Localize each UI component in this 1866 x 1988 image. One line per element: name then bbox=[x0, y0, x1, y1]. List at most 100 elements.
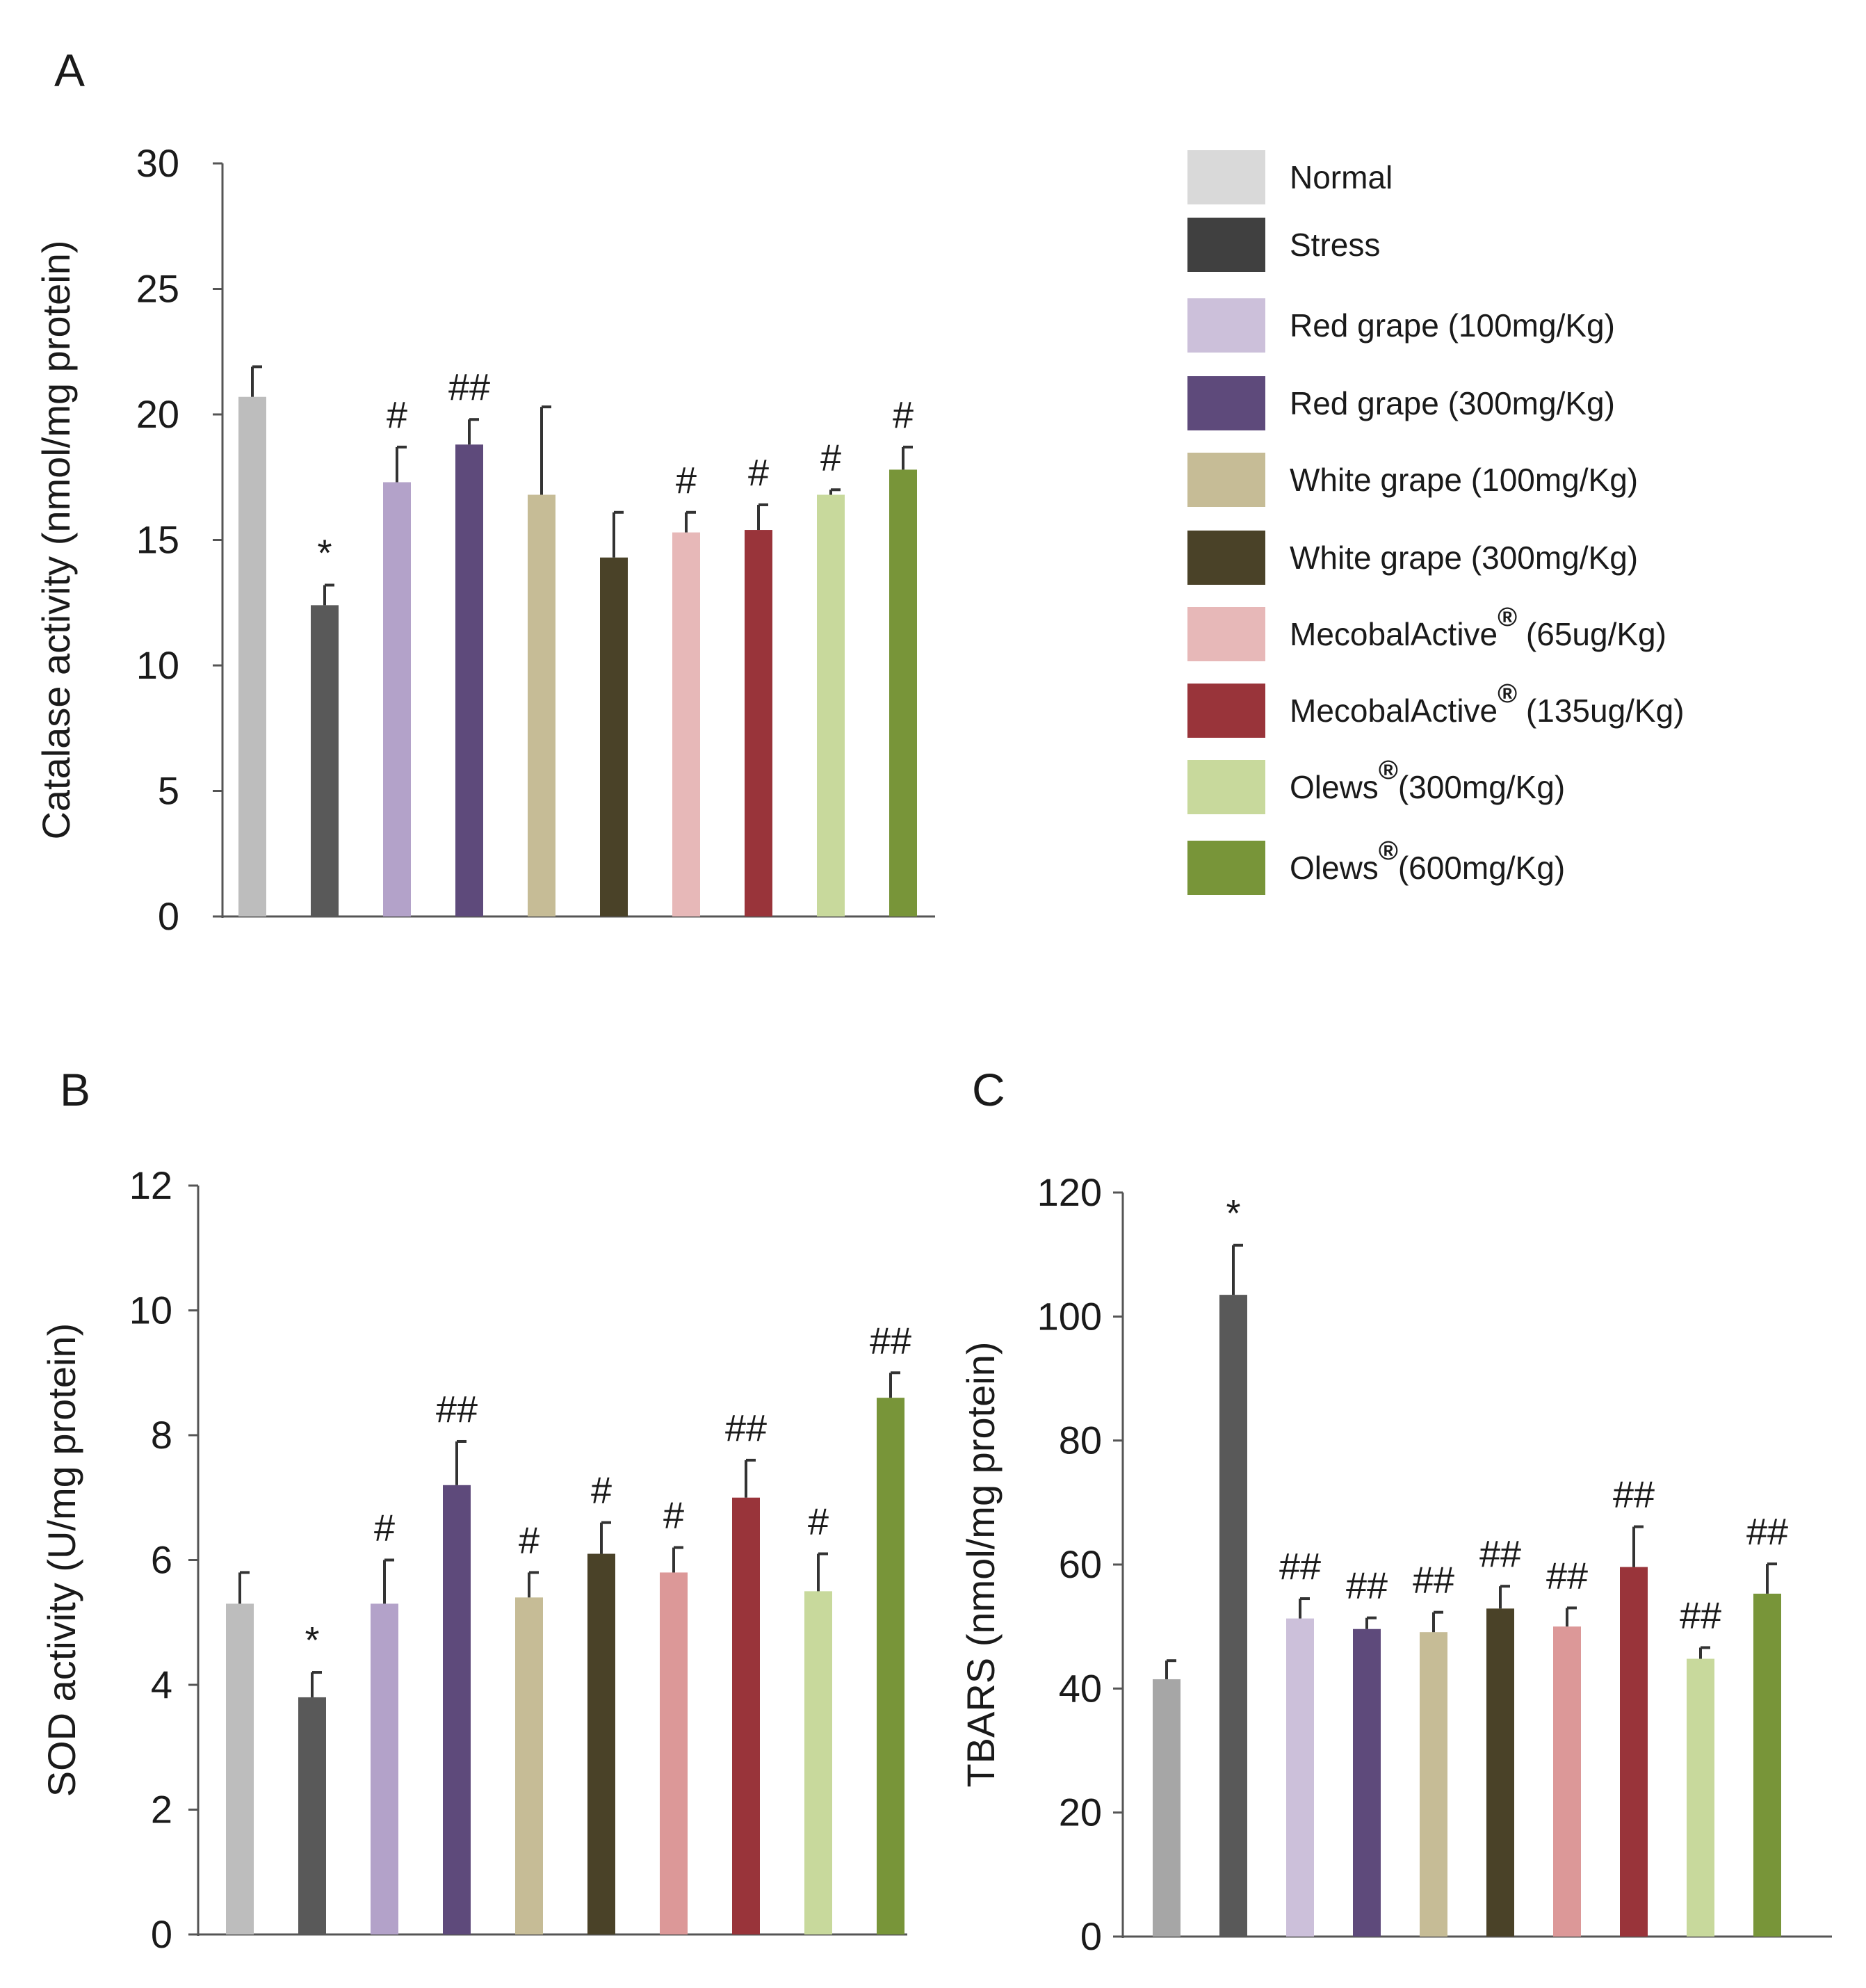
legend-swatch bbox=[1187, 218, 1265, 272]
legend-label: MecobalActive® (135ug/Kg) bbox=[1290, 679, 1685, 729]
bar bbox=[1286, 1618, 1314, 1937]
bar bbox=[443, 1485, 471, 1934]
y-tick-label: 60 bbox=[1059, 1542, 1102, 1586]
bar bbox=[515, 1597, 543, 1934]
panel-letter-a: A bbox=[54, 45, 85, 96]
bar bbox=[660, 1572, 688, 1934]
bar bbox=[1219, 1295, 1247, 1937]
legend-label: Red grape (300mg/Kg) bbox=[1290, 385, 1615, 421]
bar bbox=[732, 1497, 760, 1934]
significance-label: ## bbox=[1279, 1546, 1321, 1587]
y-tick-label: 20 bbox=[136, 392, 179, 436]
y-tick-label: 10 bbox=[129, 1288, 172, 1332]
significance-label: # bbox=[820, 437, 841, 478]
bar bbox=[1753, 1593, 1781, 1937]
y-tick-label: 10 bbox=[136, 643, 179, 687]
panel-letter-c: C bbox=[972, 1064, 1005, 1115]
bar bbox=[1687, 1658, 1714, 1937]
y-tick-label: 0 bbox=[151, 1912, 172, 1956]
bar bbox=[1353, 1629, 1381, 1937]
y-axis-title: Catalase activity (nmol/mg protein) bbox=[34, 240, 78, 839]
significance-label: ## bbox=[1746, 1511, 1788, 1553]
significance-label: ## bbox=[436, 1389, 478, 1430]
legend-swatch bbox=[1187, 453, 1265, 507]
legend-swatch bbox=[1187, 298, 1265, 353]
y-tick-label: 8 bbox=[151, 1413, 172, 1457]
y-tick-label: 20 bbox=[1059, 1791, 1102, 1834]
bar bbox=[672, 532, 700, 916]
bar bbox=[311, 605, 339, 916]
chart-a-catalase: 0 5 10 15 20 25 30 Catalase activity (nmol/mg p… bbox=[34, 141, 935, 938]
significance-label: ## bbox=[1613, 1474, 1655, 1516]
y-tick-label: 40 bbox=[1059, 1666, 1102, 1710]
legend-swatch bbox=[1187, 531, 1265, 585]
y-tick-label: 25 bbox=[136, 267, 179, 311]
legend-label: Red grape (100mg/Kg) bbox=[1290, 307, 1615, 344]
y-tick-label: 0 bbox=[1080, 1914, 1102, 1958]
y-tick-label: 0 bbox=[158, 894, 179, 938]
significance-label: # bbox=[676, 460, 697, 501]
significance-label: ## bbox=[1413, 1560, 1454, 1601]
legend-label: MecobalActive® (65ug/Kg) bbox=[1290, 603, 1666, 652]
significance-label: # bbox=[591, 1470, 612, 1512]
significance-label: # bbox=[663, 1495, 684, 1537]
significance-label: ## bbox=[1680, 1594, 1721, 1636]
y-axis-title: TBARS (nmol/mg protein) bbox=[959, 1341, 1003, 1787]
y-tick-label: 15 bbox=[136, 518, 179, 562]
bar bbox=[1553, 1626, 1581, 1937]
bar bbox=[226, 1603, 254, 1934]
significance-label: # bbox=[748, 452, 769, 494]
bar bbox=[371, 1603, 398, 1934]
y-tick-label: 5 bbox=[158, 769, 179, 813]
legend-swatch bbox=[1187, 607, 1265, 661]
bar bbox=[587, 1553, 615, 1934]
bar bbox=[1420, 1632, 1447, 1937]
significance-label: # bbox=[387, 394, 407, 436]
bar bbox=[1153, 1679, 1181, 1937]
legend-swatch bbox=[1187, 841, 1265, 895]
bar bbox=[1486, 1608, 1514, 1937]
bar bbox=[877, 1398, 904, 1934]
legend-label: White grape (300mg/Kg) bbox=[1290, 540, 1638, 576]
bar bbox=[1620, 1567, 1648, 1937]
y-tick-label: 12 bbox=[129, 1163, 172, 1207]
legend-swatch bbox=[1187, 760, 1265, 814]
bar bbox=[817, 494, 845, 916]
y-tick-label: 30 bbox=[136, 141, 179, 185]
bar bbox=[804, 1591, 832, 1934]
y-tick-label: 120 bbox=[1037, 1170, 1102, 1214]
legend: Normal Stress Red grape (100mg/Kg) Red grap… bbox=[1187, 150, 1685, 895]
legend-swatch bbox=[1187, 376, 1265, 430]
bar bbox=[383, 482, 411, 916]
bar bbox=[745, 530, 772, 916]
panel-letter-b: B bbox=[60, 1064, 90, 1115]
legend-swatch bbox=[1187, 684, 1265, 738]
significance-label: # bbox=[519, 1519, 539, 1561]
y-tick-label: 2 bbox=[151, 1788, 172, 1832]
bar bbox=[455, 444, 483, 916]
significance-label: ## bbox=[1479, 1533, 1521, 1575]
significance-label: * bbox=[1226, 1193, 1240, 1234]
significance-label: # bbox=[893, 394, 914, 436]
significance-label: ## bbox=[1546, 1555, 1588, 1597]
significance-label: * bbox=[305, 1619, 319, 1661]
chart-c-tbars: 0 20 40 60 80 100 120 TBARS (nmol/mg protein) * #… bbox=[959, 1170, 1832, 1958]
legend-label: White grape (100mg/Kg) bbox=[1290, 462, 1638, 498]
significance-label: ## bbox=[1346, 1565, 1388, 1607]
y-tick-label: 6 bbox=[151, 1538, 172, 1582]
legend-label: Stress bbox=[1290, 227, 1380, 263]
y-tick-label: 80 bbox=[1059, 1419, 1102, 1462]
significance-label: ## bbox=[870, 1320, 911, 1361]
significance-label: # bbox=[808, 1501, 829, 1543]
bar bbox=[528, 494, 555, 916]
significance-label: ## bbox=[725, 1407, 767, 1449]
bar bbox=[889, 469, 917, 916]
bar bbox=[298, 1697, 326, 1934]
y-axis-title: SOD activity (U/mg protein) bbox=[40, 1323, 83, 1797]
legend-swatch bbox=[1187, 150, 1265, 204]
legend-label: Olews®(600mg/Kg) bbox=[1290, 837, 1565, 886]
bar bbox=[238, 396, 266, 916]
significance-label: * bbox=[317, 532, 332, 574]
